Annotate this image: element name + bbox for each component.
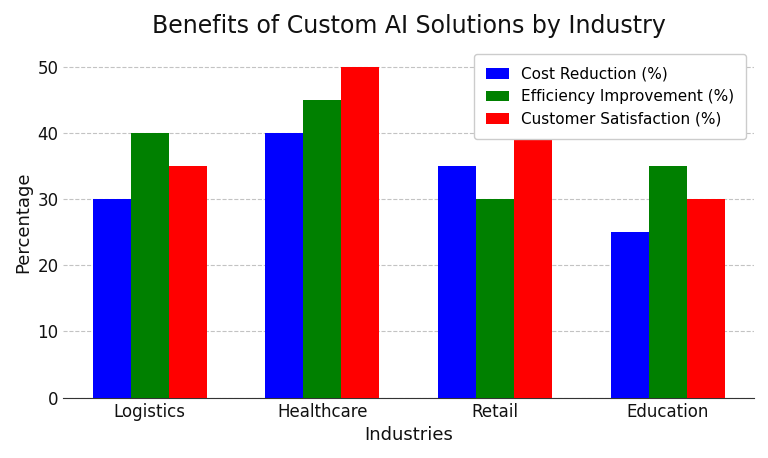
Bar — [476, 199, 514, 398]
Bar — [266, 133, 303, 398]
Bar — [93, 199, 131, 398]
Bar — [687, 199, 725, 398]
Bar — [131, 133, 169, 398]
Legend: Cost Reduction (%), Efficiency Improvement (%), Customer Satisfaction (%): Cost Reduction (%), Efficiency Improveme… — [474, 55, 746, 139]
Bar — [169, 166, 207, 398]
Bar — [611, 232, 649, 398]
Title: Benefits of Custom AI Solutions by Industry: Benefits of Custom AI Solutions by Indus… — [152, 14, 666, 38]
Bar — [303, 100, 342, 398]
Bar — [438, 166, 476, 398]
Bar — [342, 67, 379, 398]
X-axis label: Industries: Industries — [364, 426, 453, 444]
Y-axis label: Percentage: Percentage — [14, 171, 32, 273]
Bar — [649, 166, 687, 398]
Bar — [514, 133, 552, 398]
